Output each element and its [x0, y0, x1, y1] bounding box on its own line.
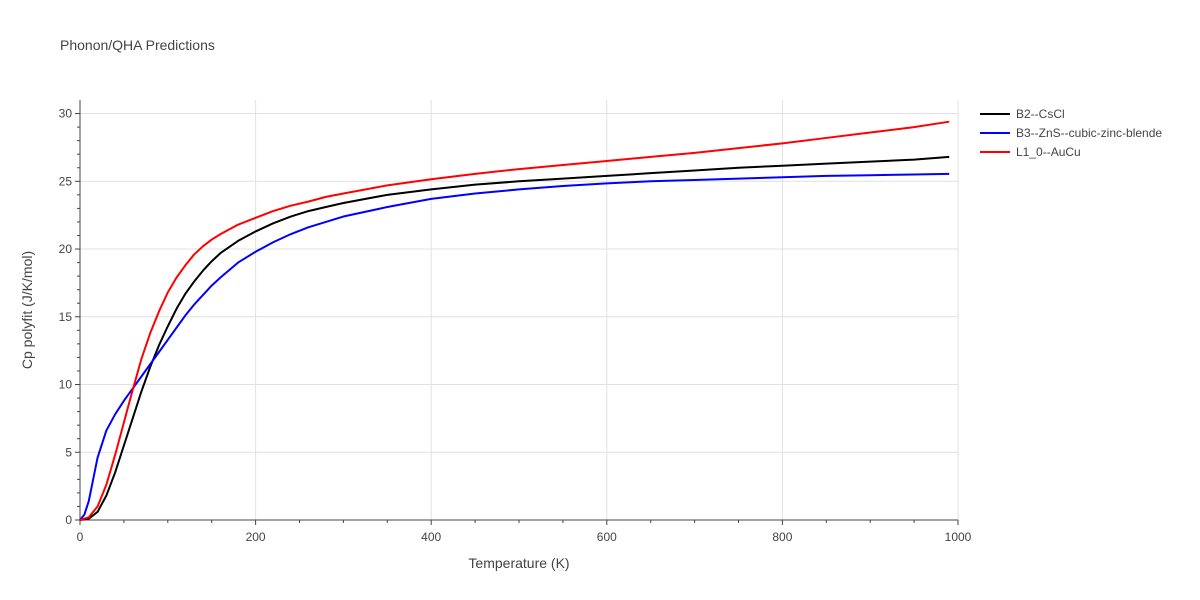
x-tick-label: 600	[597, 530, 617, 544]
y-tick-label: 30	[59, 107, 73, 121]
y-tick-label: 10	[59, 378, 73, 392]
y-tick-label: 20	[59, 242, 73, 256]
legend-item-1[interactable]: B3--ZnS--cubic-zinc-blende	[980, 126, 1162, 140]
y-tick-label: 5	[65, 445, 72, 459]
y-axis-title: Cp polyfit (J/K/mol)	[19, 251, 35, 369]
grid-layer	[80, 100, 959, 520]
legend-item-0[interactable]: B2--CsCl	[980, 107, 1065, 121]
x-tick-label: 1000	[945, 530, 972, 544]
series-layer	[79, 120, 950, 521]
legend-item-2[interactable]: L1_0--AuCu	[980, 145, 1081, 159]
legend: B2--CsCl B3--ZnS--cubic-zinc-blende L1_0--…	[980, 107, 1162, 159]
x-tick-label: 400	[421, 530, 441, 544]
x-tick-label: 0	[77, 530, 84, 544]
legend-label: B2--CsCl	[1016, 107, 1065, 121]
series-line-0	[79, 155, 950, 521]
x-tick-label: 800	[772, 530, 792, 544]
x-tick-label: 200	[246, 530, 266, 544]
y-tick-label: 15	[59, 310, 73, 324]
series-line-2	[79, 120, 950, 521]
y-tick-label: 0	[65, 513, 72, 527]
axes-layer: 0 200 400 600 800 1000 0 5 10 15 20 25 30	[59, 100, 972, 544]
series-line-1	[79, 172, 950, 521]
y-tick-label: 25	[59, 174, 73, 188]
legend-label: B3--ZnS--cubic-zinc-blende	[1016, 126, 1162, 140]
chart-title: Phonon/QHA Predictions	[60, 37, 215, 53]
legend-label: L1_0--AuCu	[1016, 145, 1081, 159]
x-axis-title: Temperature (K)	[468, 555, 569, 571]
